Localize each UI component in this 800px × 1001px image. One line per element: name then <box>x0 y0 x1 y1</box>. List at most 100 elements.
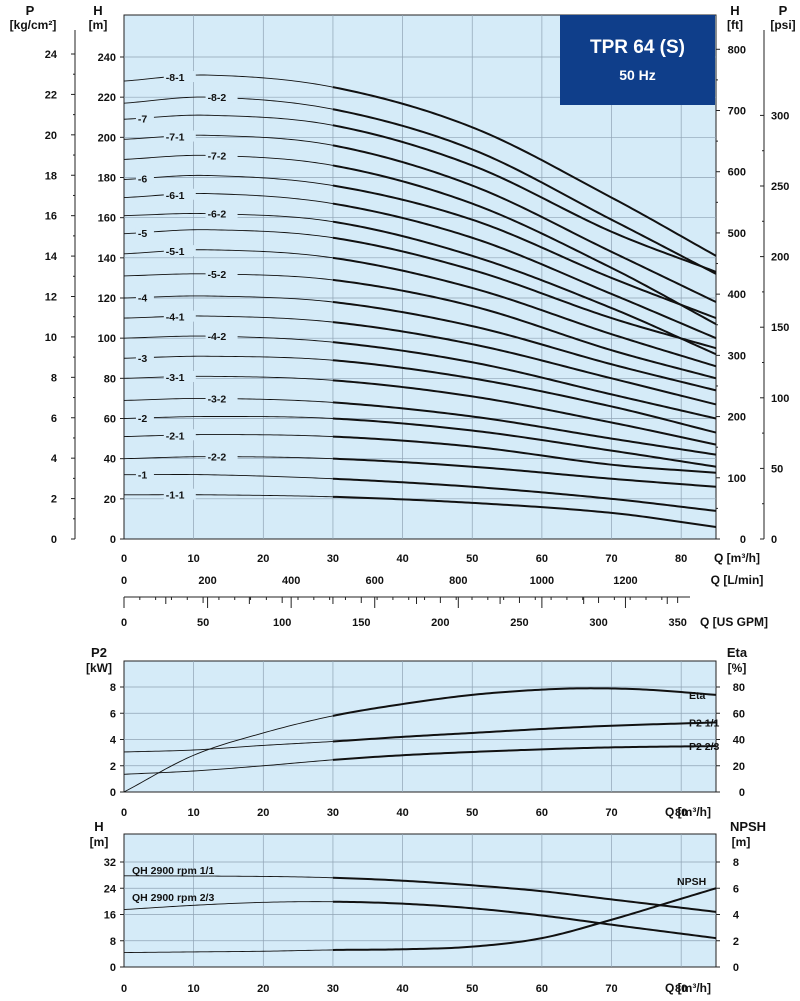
qh-curve-label: -3-1 <box>166 372 185 384</box>
h-ft-tick-label: 500 <box>728 228 746 240</box>
qh-curve-label: -7-1 <box>166 132 185 144</box>
q-lmin-tick-label: 600 <box>366 575 384 587</box>
h-ft-tick-label: 200 <box>728 412 746 424</box>
h-m-tick-label: 0 <box>110 534 116 546</box>
q-lmin-tick-label: 400 <box>282 575 300 587</box>
qh-curve-thin <box>123 249 334 259</box>
qh-curve-thick <box>332 457 717 488</box>
qh-curve-label-bg <box>135 351 154 363</box>
p-psi-axis-unit: [psi] <box>770 18 795 32</box>
qh-curve-label-bg <box>163 310 196 322</box>
middle-x-tick-label: 0 <box>121 807 127 819</box>
qh-curve-label: -4-2 <box>208 331 227 343</box>
qh-curve-label: -2 <box>138 413 147 425</box>
power-eta-curve-thick <box>332 687 717 717</box>
qh-2-3-label: QH 2900 rpm 2/3 <box>132 892 214 904</box>
p-psi-tick-label: 200 <box>771 252 789 264</box>
bottom-h-tick-label: 0 <box>110 962 116 974</box>
bottom-x-tick-label: 60 <box>536 983 548 995</box>
bottom-h-tick-label: 8 <box>110 936 116 948</box>
qh-curve-thick <box>332 108 717 275</box>
eta-tick-label: 20 <box>733 761 745 773</box>
qh-curve-thick <box>332 477 717 512</box>
p-kgcm2-tick-label: 16 <box>45 211 57 223</box>
qh-curve-label-bg <box>163 429 196 441</box>
qh-curve-label: -6 <box>138 174 147 186</box>
power-eta-curve-label: P2 2/3 <box>689 741 720 753</box>
h-m-tick-label: 100 <box>98 333 116 345</box>
h-m-tick-label: 220 <box>98 92 116 104</box>
qh-curve-label-bg <box>163 188 196 200</box>
middle-x-tick-label: 60 <box>536 807 548 819</box>
qh-curve-label: -8-1 <box>166 72 185 84</box>
q-usgpm-tick-label: 200 <box>431 617 449 629</box>
qh-curve-label-bg <box>205 392 238 404</box>
qh-curve-label-bg <box>135 172 154 184</box>
qh-curve-label: -2-2 <box>208 452 227 464</box>
qh-curve-thick <box>332 184 717 320</box>
eta-tick-label: 60 <box>733 708 745 720</box>
middle-x-tick-label: 70 <box>605 807 617 819</box>
p-psi-tick-label: 250 <box>771 181 789 193</box>
p-psi-tick-label: 100 <box>771 393 789 405</box>
q-lmin-tick-label: 1000 <box>530 575 554 587</box>
q-lmin-tick-label: 800 <box>449 575 467 587</box>
h-ft-tick-label: 100 <box>728 473 746 485</box>
npsh-qh-curve-thin <box>123 949 333 954</box>
qh-curve-label: -4 <box>138 293 147 305</box>
power-eta-curve-thin <box>123 741 333 753</box>
bottom-x-tick-label: 50 <box>466 983 478 995</box>
q-usgpm-tick-label: 250 <box>510 617 528 629</box>
bottom-x-tick-label: 80 <box>675 983 687 995</box>
middle-x-tick-label: 10 <box>188 807 200 819</box>
qh-curve-label: -7-2 <box>208 150 227 162</box>
qh-curve-label-bg <box>205 149 238 161</box>
q-usgpm-axis-label: Q [US GPM] <box>700 615 768 629</box>
qh-curve-thick <box>332 220 717 356</box>
bottom-h-axis-label: H <box>94 819 103 834</box>
qh-curve-thin <box>123 355 333 361</box>
npsh-qh-curve-thin <box>123 901 333 911</box>
bottom-h-tick-label: 16 <box>104 910 116 922</box>
q-lmin-tick-label: 1200 <box>613 575 637 587</box>
p2-axis-unit: [kW] <box>86 661 112 675</box>
bottom-x-tick-label: 30 <box>327 983 339 995</box>
qh-curve-thin <box>124 474 333 480</box>
qh-curve-thick <box>332 144 717 303</box>
qh-curve-thick <box>332 278 717 380</box>
p-kgcm2-axis-unit: [kg/cm²] <box>10 18 57 32</box>
npsh-tick-label: 8 <box>733 857 739 869</box>
p-kgcm2-tick-label: 14 <box>45 251 58 263</box>
middle-x-tick-label: 40 <box>396 807 408 819</box>
middle-x-axis-label: Q [m³/h] <box>665 805 711 819</box>
eta-axis-unit: [%] <box>728 661 747 675</box>
npsh-qh-curve-thin <box>123 875 333 879</box>
qh-curve-label-bg <box>205 91 238 103</box>
h-ft-tick-label: 700 <box>728 106 746 118</box>
qh-curve-thin <box>123 434 333 438</box>
h-m-tick-label: 180 <box>98 173 116 185</box>
qh-curve-thick <box>332 379 717 446</box>
qh-curve-label: -2-1 <box>166 430 185 442</box>
q-m3h-axis-label: Q [m³/h] <box>714 551 760 565</box>
qh-curve-thin <box>123 229 334 239</box>
qh-curve-label: -4-1 <box>166 312 185 324</box>
qh-curve-thin <box>123 295 333 303</box>
q-m3h-tick-label: 70 <box>605 553 617 565</box>
p2-axis-label: P2 <box>91 645 107 660</box>
q-usgpm-tick-label: 150 <box>352 617 370 629</box>
npsh-tick-label: 2 <box>733 936 739 948</box>
h-ft-axis-label: H <box>730 3 739 18</box>
npsh-tick-label: 0 <box>733 962 739 974</box>
bottom-x-tick-label: 0 <box>121 983 127 995</box>
q-lmin-axis-label: Q [L/min] <box>711 573 764 587</box>
p-kgcm2-tick-label: 20 <box>45 130 57 142</box>
h-m-tick-label: 80 <box>104 373 116 385</box>
qh-curve-label: -5 <box>138 228 147 240</box>
h-m-tick-label: 40 <box>104 454 116 466</box>
q-m3h-tick-label: 20 <box>257 553 269 565</box>
q-lmin-tick-label: 200 <box>198 575 216 587</box>
bottom-x-axis-label: Q [m³/h] <box>665 981 711 995</box>
qh-curve-label-bg <box>135 412 154 424</box>
